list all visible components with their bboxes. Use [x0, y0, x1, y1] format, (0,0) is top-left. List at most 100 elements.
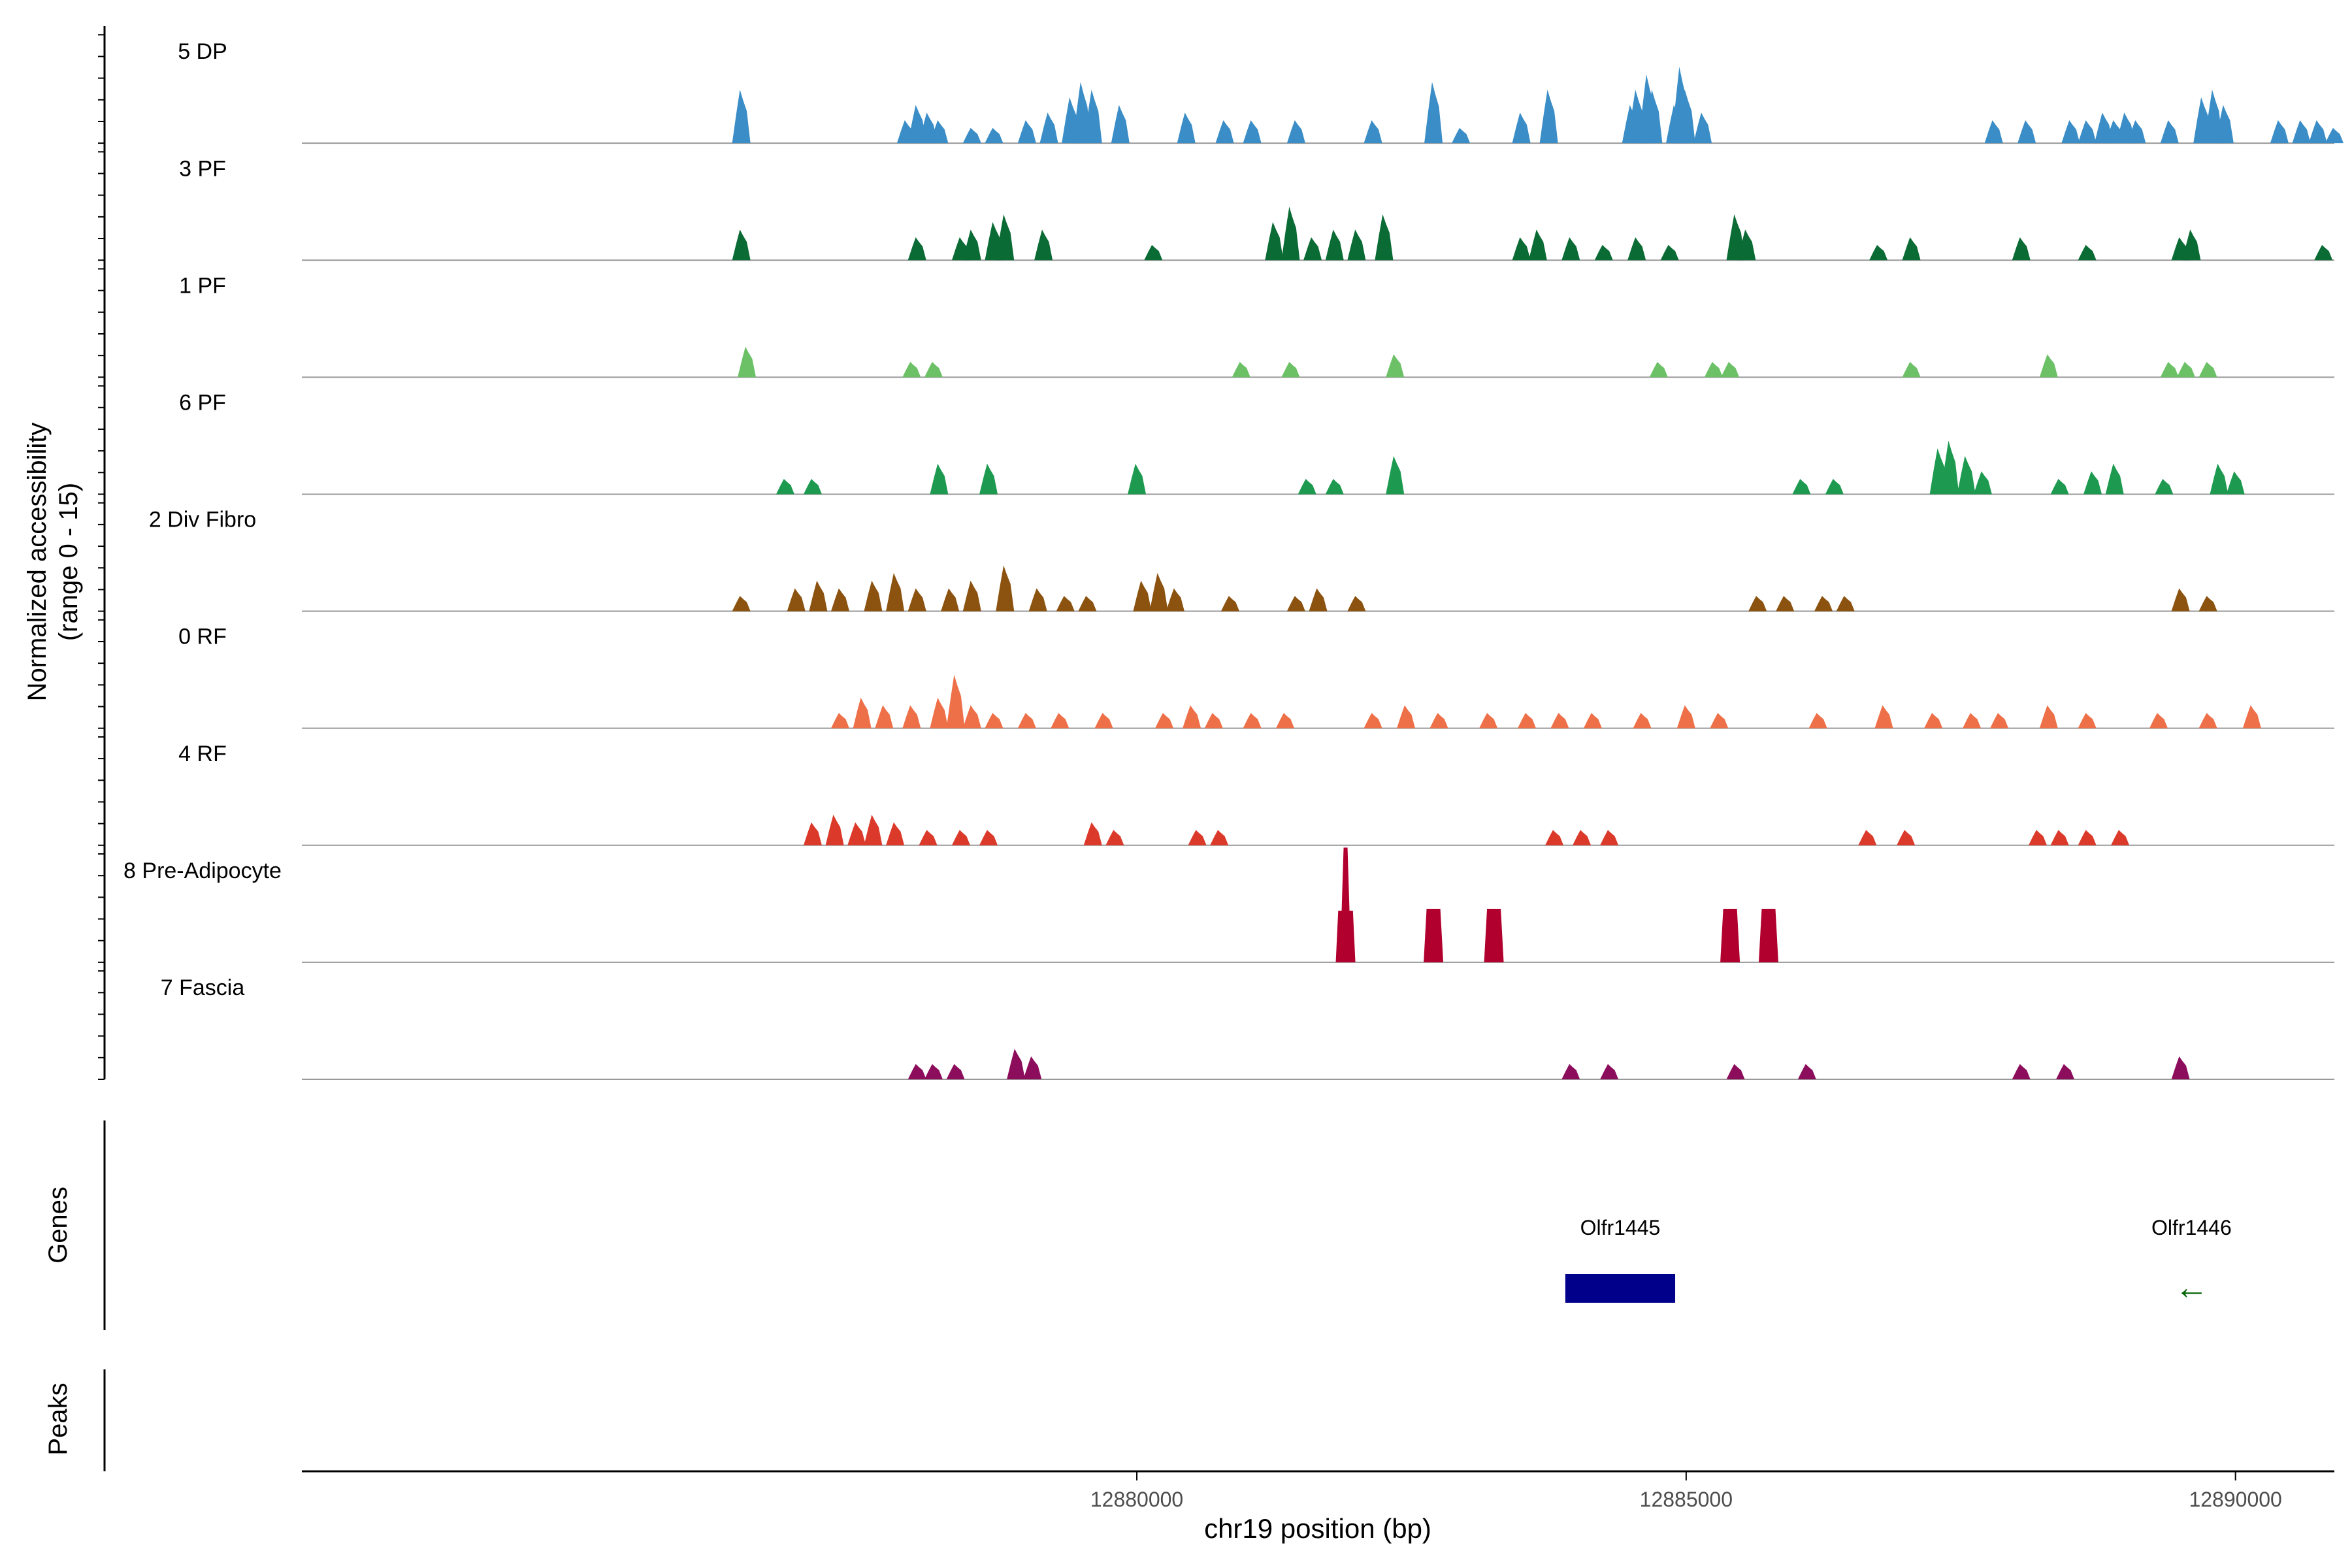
- genes-group: Olfr1445 Olfr1446 ←: [1565, 1216, 2232, 1307]
- coverage-peak: [1424, 908, 1444, 962]
- coverage-peak: [2149, 713, 2168, 728]
- coverage-peak: [2314, 244, 2333, 261]
- coverage-peak: [1990, 713, 2009, 728]
- coverage-peak: [962, 705, 981, 728]
- x-axis-ticks: 12880000 12885000 12890000: [1090, 1471, 2282, 1511]
- track-label: 0 RF: [178, 625, 227, 649]
- coverage-peak: [1265, 221, 1284, 261]
- accessibility-y-axis: [98, 26, 106, 1080]
- coverage-peak: [1215, 120, 1234, 144]
- coverage-peak: [2039, 705, 2058, 728]
- coverage-peak: [1869, 244, 1888, 261]
- coverage-peak: [907, 237, 926, 261]
- coverage-peak: [946, 1064, 965, 1079]
- coverage-peak: [1364, 713, 1382, 728]
- coverage-peak: [996, 565, 1015, 612]
- coverage-peak: [2111, 830, 2130, 845]
- coverage-peak: [2171, 588, 2190, 612]
- track-8: 7 Fascia: [161, 975, 2334, 1080]
- track-3: 6 PF: [179, 390, 2334, 495]
- coverage-peak: [1232, 361, 1250, 378]
- coverage-peak: [1797, 1064, 1816, 1079]
- coverage-peak: [979, 830, 998, 845]
- coverage-peak: [875, 705, 894, 728]
- coverage-peak: [1335, 847, 1356, 962]
- coverage-peak: [1386, 354, 1405, 378]
- coverage-peak: [2105, 463, 2124, 495]
- coverage-peak: [2050, 830, 2069, 845]
- coverage-peak: [985, 127, 1004, 144]
- coverage-peak: [1902, 237, 1921, 261]
- track-2: 1 PF: [179, 273, 2334, 378]
- coverage-peak: [1347, 596, 1366, 612]
- coverage-peak: [1721, 361, 1740, 378]
- coverage-peak: [1149, 573, 1168, 612]
- coverage-peak: [1034, 229, 1053, 261]
- x-tick-label: 12880000: [1090, 1488, 1183, 1511]
- coverage-peak: [2028, 830, 2047, 845]
- coverage-peak: [776, 479, 794, 495]
- coverage-peak: [1281, 361, 1300, 378]
- coverage-peak: [1594, 244, 1613, 261]
- coverage-peak: [1094, 713, 1113, 728]
- coverage-peak: [1720, 908, 1740, 962]
- coverage-peak: [2061, 120, 2080, 144]
- coverage-peak: [924, 1064, 943, 1079]
- coverage-peak: [2171, 1056, 2190, 1079]
- coverage-peak: [1758, 908, 1778, 962]
- coverage-peak: [1600, 830, 1619, 845]
- coverage-peak: [1957, 455, 1976, 495]
- coverage-peak: [2017, 120, 2036, 144]
- coverage-peak: [2160, 361, 2179, 378]
- coverage-peak: [1550, 713, 1569, 728]
- track-7: 8 Pre-Adipocyte: [123, 847, 2334, 963]
- coverage-peak: [886, 573, 905, 612]
- coverage-peak: [1710, 713, 1729, 728]
- coverage-peak: [1286, 596, 1305, 612]
- peaks-panel-label: Peaks: [44, 1382, 73, 1455]
- y-axis-sublabel: (range 0 - 15): [54, 483, 83, 641]
- coverage-peak: [1177, 112, 1196, 144]
- coverage-peak: [1028, 588, 1047, 612]
- coverage-peak: [1166, 588, 1184, 612]
- coverage-peak: [2083, 471, 2102, 495]
- coverage-peak: [962, 229, 981, 261]
- coverage-peak: [2012, 1064, 2031, 1079]
- genes-panel-label: Genes: [44, 1186, 73, 1264]
- gene-label: Olfr1445: [1580, 1216, 1661, 1239]
- coverage-peak: [1973, 471, 1992, 495]
- coverage-peak: [2127, 120, 2146, 144]
- coverage-peak: [1528, 229, 1547, 261]
- coverage-peak: [732, 229, 751, 261]
- coverage-peak: [1902, 361, 1921, 378]
- coverage-peak: [2012, 237, 2031, 261]
- coverage-peak: [1051, 713, 1070, 728]
- coverage-peak: [1518, 713, 1537, 728]
- coverage-peak: [907, 588, 926, 612]
- coverage-peak: [907, 1064, 926, 1079]
- coverage-peak: [1276, 713, 1295, 728]
- coverage-peak: [979, 463, 998, 495]
- coverage-peak: [1007, 1049, 1026, 1079]
- coverage-peak: [1105, 830, 1124, 845]
- coverage-peak: [1940, 440, 1959, 495]
- coverage-peak: [1561, 237, 1580, 261]
- track-label: 8 Pre-Adipocyte: [123, 858, 282, 883]
- coverage-peak: [996, 214, 1015, 261]
- coverage-peak: [1133, 580, 1152, 612]
- coverage-peak: [803, 479, 822, 495]
- coverage-peak: [1204, 713, 1223, 728]
- coverage-peak: [847, 822, 866, 845]
- coverage-peak: [1309, 588, 1328, 612]
- coverage-peak: [1347, 229, 1366, 261]
- coverage-peak: [1111, 105, 1130, 144]
- coverage-peak: [1676, 90, 1695, 144]
- track-label: 4 RF: [178, 742, 227, 766]
- coverage-peak: [1512, 237, 1531, 261]
- coverage-peak: [1858, 830, 1877, 845]
- track-label: 6 PF: [179, 390, 226, 415]
- coverage-peak: [1660, 244, 1679, 261]
- coverage-peak: [1512, 112, 1531, 144]
- coverage-peak: [930, 120, 949, 144]
